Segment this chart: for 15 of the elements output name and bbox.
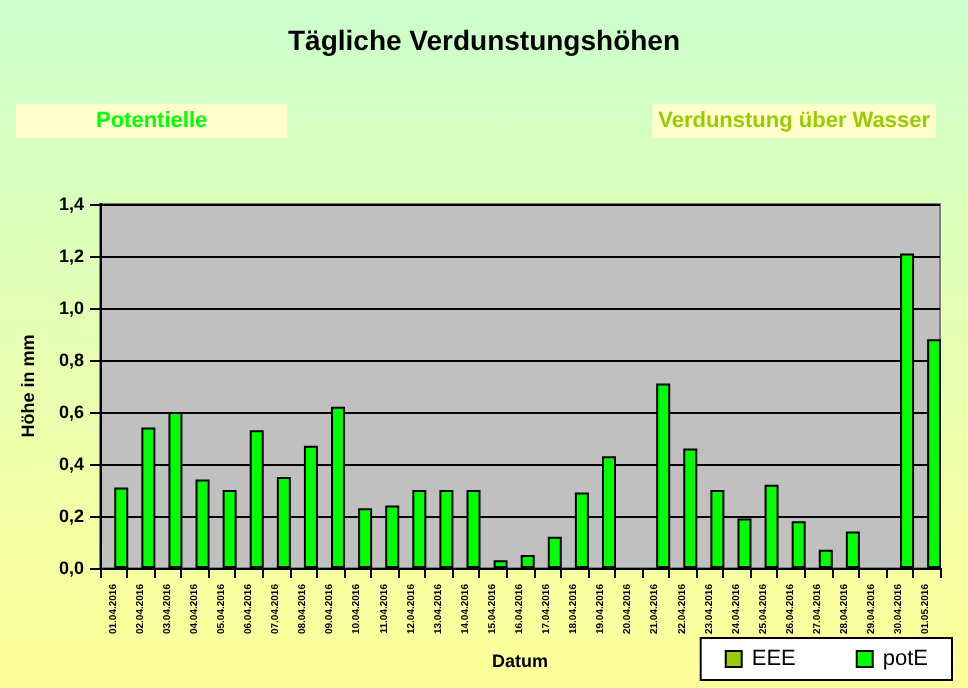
y-axis-title: Höhe in mm bbox=[18, 334, 39, 438]
x-axis-title: Datum bbox=[491, 651, 549, 671]
y-tick-label: 0,8 bbox=[58, 350, 84, 370]
y-tick-label: 0,4 bbox=[58, 454, 84, 474]
text: Verdunstung über Wasser bbox=[658, 109, 932, 133]
y-tick-label: 0,0 bbox=[58, 558, 84, 578]
y-tick-label: 0,2 bbox=[58, 506, 84, 526]
legend-label: potE bbox=[882, 647, 929, 671]
y-tick-label: 1,0 bbox=[58, 298, 84, 318]
y-tick-label: 1,4 bbox=[58, 194, 84, 214]
y-tick-label: 1,2 bbox=[58, 246, 84, 266]
chart-title: Tägliche Verdunstungshöhen bbox=[287, 24, 681, 56]
text: Potentielle bbox=[96, 109, 208, 133]
y-tick-label: 0,6 bbox=[58, 402, 84, 422]
legend-label: EEE bbox=[751, 647, 796, 671]
